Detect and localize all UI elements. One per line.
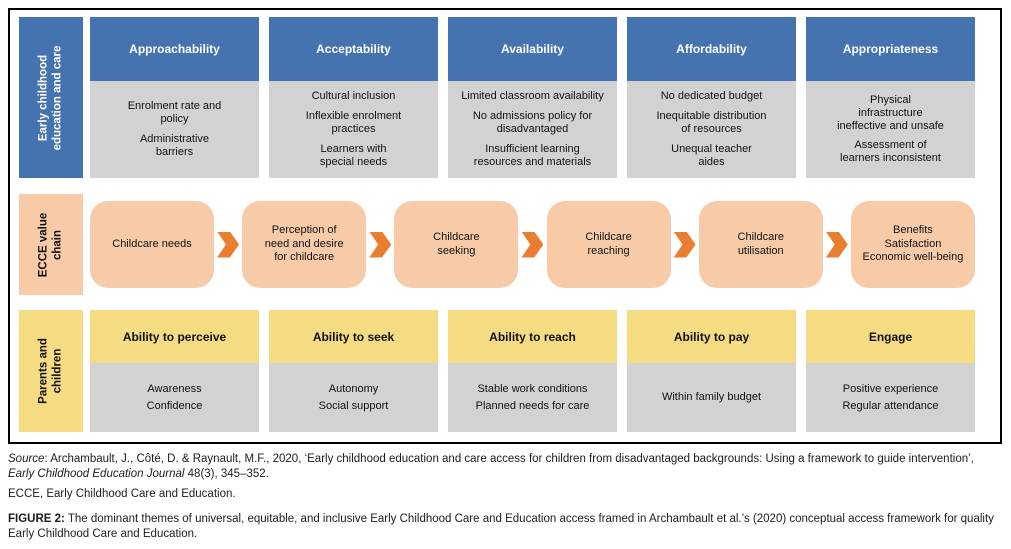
- cell-item: Limited classroom availability: [461, 90, 604, 103]
- framework-figure: Early childhood education and care Appro…: [8, 8, 1002, 444]
- column-body: Stable work conditions Planned needs for…: [448, 363, 617, 432]
- column-body: Physical infrastructure ineffective and …: [806, 81, 975, 178]
- cell-item: Confidence: [146, 399, 203, 412]
- cell-item: Administrative barriers: [139, 133, 210, 158]
- chain-step-perception: Perception of need and desire for childc…: [242, 201, 367, 288]
- cell-item: Awareness: [147, 382, 202, 395]
- column-body: Autonomy Social support: [269, 363, 438, 432]
- value-chain: Childcare needs Perception of need and d…: [90, 194, 975, 295]
- column-header: Ability to seek: [269, 310, 438, 363]
- column-body: Within family budget: [627, 363, 796, 432]
- column-affordability: Affordability No dedicated budget Inequi…: [627, 17, 796, 178]
- column-header: Engage: [806, 310, 975, 363]
- ecce-columns: Approachability Enrolment rate and polic…: [90, 17, 975, 178]
- column-appropriateness: Appropriateness Physical infrastructure …: [806, 17, 975, 178]
- cell-item: Cultural inclusion: [311, 90, 396, 103]
- column-body: Positive experience Regular attendance: [806, 363, 975, 432]
- column-approachability: Approachability Enrolment rate and polic…: [90, 17, 259, 178]
- column-ability-pay: Ability to pay Within family budget: [627, 310, 796, 432]
- column-header: Availability: [448, 17, 617, 81]
- figure-caption-text: The dominant themes of universal, equita…: [8, 512, 994, 540]
- cell-item: Positive experience: [842, 382, 939, 395]
- column-body: No dedicated budget Inequitable distribu…: [627, 81, 796, 178]
- chevron-right-icon: [521, 231, 544, 258]
- chain-step-utilisation: Childcare utilisation: [698, 201, 823, 288]
- sidebar-parents-label: Parents and children: [37, 338, 64, 404]
- cell-item: Regular attendance: [842, 399, 939, 412]
- chevron-right-icon: [217, 231, 240, 258]
- source-text: : Archambault, J., Côté, D. & Raynault, …: [44, 453, 974, 465]
- column-header: Approachability: [90, 17, 259, 81]
- cell-item: Assessment of learners inconsistent: [840, 139, 941, 165]
- source-suffix: 48(3), 345–352.: [184, 468, 269, 481]
- figure-caption: FIGURE 2: The dominant themes of univers…: [8, 512, 1003, 542]
- cell-item: Unequal teacher aides: [671, 142, 752, 168]
- sidebar-ecce-label: Early childhood education and care: [37, 45, 64, 150]
- row-value-chain: ECCE value chain Childcare needs Percept…: [19, 194, 975, 295]
- figure-caption-label: FIGURE 2:: [8, 512, 65, 525]
- cell-item: Physical infrastructure ineffective and …: [837, 93, 944, 132]
- column-ability-reach: Ability to reach Stable work conditions …: [448, 310, 617, 432]
- column-availability: Availability Limited classroom availabil…: [448, 17, 617, 178]
- sidebar-value-chain-label: ECCE value chain: [37, 212, 64, 277]
- sidebar-value-chain: ECCE value chain: [19, 194, 83, 295]
- column-body: Enrolment rate and policy Administrative…: [90, 81, 259, 178]
- column-header: Ability to perceive: [90, 310, 259, 363]
- source-label: Source: [8, 453, 45, 465]
- chain-step-benefits: Benefits Satisfaction Economic well-bein…: [850, 201, 975, 288]
- column-ability-perceive: Ability to perceive Awareness Confidence: [90, 310, 259, 432]
- column-body: Awareness Confidence: [90, 363, 259, 432]
- source-journal: Early Childhood Education Journal: [8, 468, 185, 481]
- column-body: Cultural inclusion Inflexible enrolment …: [269, 81, 438, 178]
- cell-item: Learners with special needs: [319, 142, 388, 168]
- column-header: Acceptability: [269, 17, 438, 81]
- chain-step-reaching: Childcare reaching: [546, 201, 671, 288]
- chevron-right-icon: [369, 231, 392, 258]
- source-note: Source: Archambault, J., Côté, D. & Rayn…: [8, 452, 1003, 482]
- cell-item: Inflexible enrolment practices: [305, 110, 402, 136]
- cell-item: Insufficient learning resources and mate…: [473, 142, 592, 168]
- row-ecce: Early childhood education and care Appro…: [19, 17, 975, 178]
- column-body: Limited classroom availability No admiss…: [448, 81, 617, 178]
- cell-item: Inequitable distribution of resources: [656, 110, 767, 136]
- parents-columns: Ability to perceive Awareness Confidence…: [90, 310, 975, 432]
- cell-item: No dedicated budget: [660, 90, 763, 103]
- chain-step-childcare-needs: Childcare needs: [90, 201, 214, 288]
- cell-item: No admissions policy for disadvantaged: [472, 110, 593, 136]
- column-ability-seek: Ability to seek Autonomy Social support: [269, 310, 438, 432]
- cell-item: Stable work conditions: [477, 382, 588, 395]
- chevron-right-icon: [825, 231, 848, 258]
- cell-item: Autonomy: [328, 382, 379, 395]
- chain-step-seeking: Childcare seeking: [394, 201, 519, 288]
- column-engage: Engage Positive experience Regular atten…: [806, 310, 975, 432]
- cell-item: Within family budget: [661, 391, 762, 404]
- column-header: Appropriateness: [806, 17, 975, 81]
- chevron-right-icon: [673, 231, 696, 258]
- figure-captions: Source: Archambault, J., Côté, D. & Rayn…: [8, 452, 1003, 542]
- ecce-abbreviation-note: ECCE, Early Childhood Care and Education…: [8, 488, 236, 501]
- column-header: Affordability: [627, 17, 796, 81]
- column-header: Ability to reach: [448, 310, 617, 363]
- sidebar-ecce: Early childhood education and care: [19, 17, 83, 178]
- column-header: Ability to pay: [627, 310, 796, 363]
- column-acceptability: Acceptability Cultural inclusion Inflexi…: [269, 17, 438, 178]
- row-parents: Parents and children Ability to perceive…: [19, 310, 975, 432]
- cell-item: Social support: [318, 399, 389, 412]
- sidebar-parents: Parents and children: [19, 310, 83, 432]
- cell-item: Planned needs for care: [475, 399, 590, 412]
- cell-item: Enrolment rate and policy: [127, 100, 222, 126]
